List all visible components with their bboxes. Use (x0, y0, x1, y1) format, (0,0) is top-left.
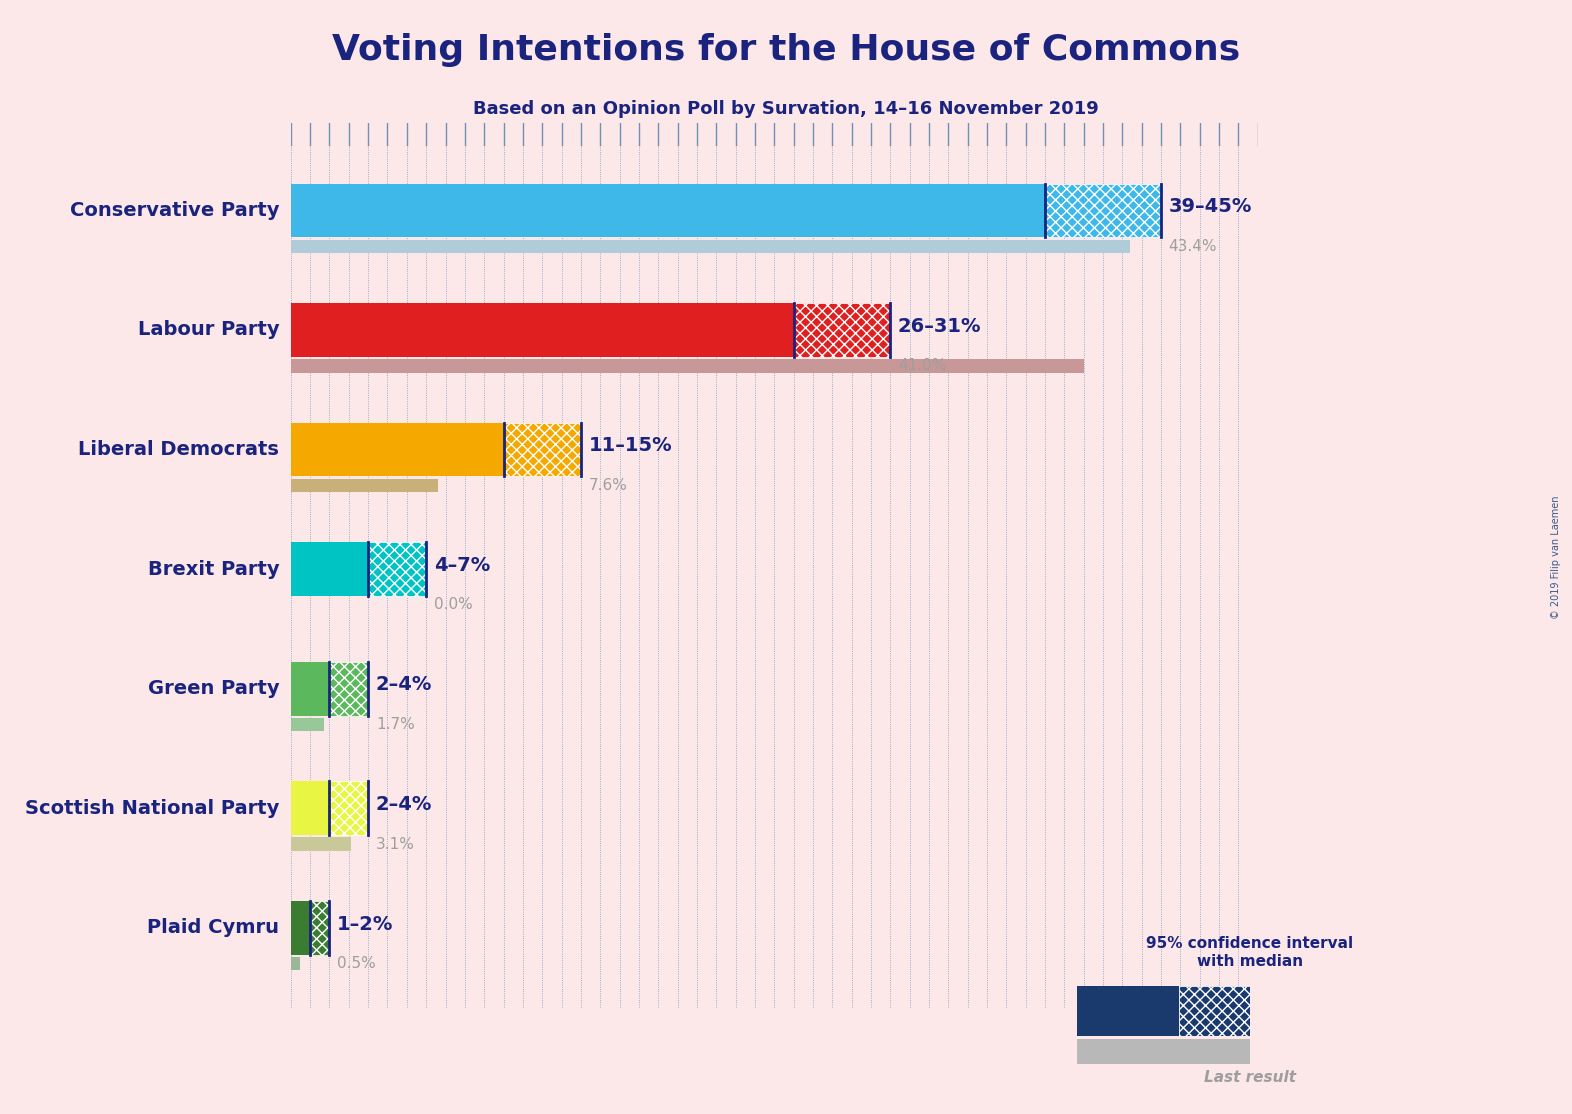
Text: 43.4%: 43.4% (1168, 238, 1217, 254)
Text: 2–4%: 2–4% (376, 675, 432, 694)
Text: Labour Party: Labour Party (138, 321, 280, 340)
Bar (330, 662, 368, 715)
Bar (794, 303, 890, 356)
Text: 41.0%: 41.0% (898, 359, 946, 373)
Text: Plaid Cymru: Plaid Cymru (148, 918, 280, 937)
Text: Voting Intentions for the House of Commons: Voting Intentions for the House of Commo… (332, 33, 1240, 68)
Text: 1–2%: 1–2% (338, 915, 393, 934)
Text: Brexit Party: Brexit Party (148, 559, 280, 578)
Text: 26–31%: 26–31% (898, 316, 981, 335)
Text: Conservative Party: Conservative Party (69, 201, 280, 219)
Bar (291, 359, 1083, 372)
Text: Based on an Opinion Poll by Survation, 14–16 November 2019: Based on an Opinion Poll by Survation, 1… (473, 100, 1099, 118)
Text: 11–15%: 11–15% (588, 437, 673, 456)
Bar (291, 422, 503, 477)
Bar (368, 543, 426, 596)
Text: Green Party: Green Party (148, 680, 280, 698)
Text: 4–7%: 4–7% (434, 556, 490, 575)
Bar (291, 184, 1045, 237)
Bar (291, 717, 324, 731)
Bar (291, 662, 330, 715)
Text: 7.6%: 7.6% (588, 478, 627, 492)
Text: Last result: Last result (1204, 1069, 1295, 1085)
Bar (291, 303, 794, 356)
Text: Scottish National Party: Scottish National Party (25, 799, 280, 818)
Text: Liberal Democrats: Liberal Democrats (79, 440, 280, 459)
Bar (291, 240, 1130, 253)
Text: © 2019 Filip van Laemen: © 2019 Filip van Laemen (1552, 496, 1561, 618)
Text: 95% confidence interval
with median: 95% confidence interval with median (1146, 936, 1353, 969)
Bar (310, 901, 330, 955)
Bar (291, 957, 300, 970)
Bar (291, 781, 330, 836)
Bar (291, 479, 437, 492)
Bar (291, 901, 310, 955)
Text: 3.1%: 3.1% (376, 837, 415, 851)
Bar (291, 543, 368, 596)
Text: 0.5%: 0.5% (338, 956, 376, 971)
Text: 1.7%: 1.7% (376, 717, 415, 732)
Bar (1045, 184, 1160, 237)
Bar (330, 781, 368, 836)
Bar (291, 838, 351, 851)
Text: 2–4%: 2–4% (376, 795, 432, 814)
Text: 0.0%: 0.0% (434, 597, 473, 613)
Text: 39–45%: 39–45% (1168, 197, 1251, 216)
Bar (503, 422, 582, 477)
